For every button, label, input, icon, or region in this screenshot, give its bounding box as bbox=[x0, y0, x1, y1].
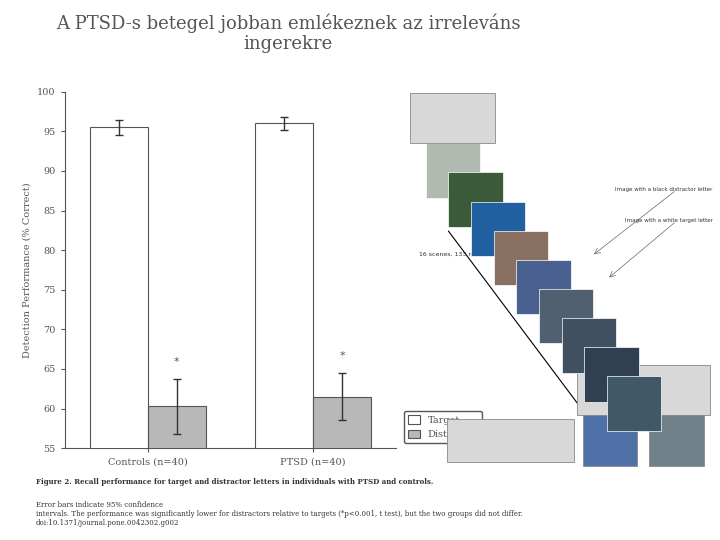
Bar bbox=[562, 318, 616, 373]
Bar bbox=[471, 201, 526, 256]
Y-axis label: Detection Performance (% Correct): Detection Performance (% Correct) bbox=[23, 182, 32, 358]
Text: +: + bbox=[426, 118, 435, 127]
Text: A or B?: A or B? bbox=[498, 449, 523, 454]
Bar bbox=[448, 172, 503, 227]
Text: Image with a black distractor letter: Image with a black distractor letter bbox=[616, 187, 713, 192]
Bar bbox=[313, 397, 372, 540]
Text: What was the target letter?: What was the target letter? bbox=[595, 380, 692, 385]
Legend: Target, Distractor: Target, Distractor bbox=[404, 411, 482, 443]
Text: 16 scenes, 133 ms/scene, 367 ms ISI: 16 scenes, 133 ms/scene, 367 ms ISI bbox=[420, 252, 536, 257]
Bar bbox=[426, 143, 480, 198]
Text: Error bars indicate 95% confidence
intervals. The performance was significantly : Error bars indicate 95% confidence inter… bbox=[36, 501, 523, 527]
Bar bbox=[410, 93, 495, 143]
Text: B: B bbox=[652, 419, 658, 428]
Bar bbox=[148, 406, 206, 540]
Bar bbox=[446, 419, 574, 462]
Bar bbox=[539, 289, 593, 343]
Bar bbox=[577, 365, 710, 415]
Text: A PTSD-s betegel jobban emlékeznek az irreleváns: A PTSD-s betegel jobban emlékeznek az ir… bbox=[55, 14, 521, 33]
Bar bbox=[256, 124, 313, 540]
Text: Figure 2. Recall performance for target and distractor letters in individuals wi: Figure 2. Recall performance for target … bbox=[36, 478, 433, 486]
Text: Fixation: active (500 ms): Fixation: active (500 ms) bbox=[416, 100, 494, 105]
Bar bbox=[89, 127, 148, 540]
Bar bbox=[582, 415, 637, 466]
Bar bbox=[607, 376, 662, 431]
Bar bbox=[516, 260, 571, 314]
Bar bbox=[649, 415, 703, 466]
Text: Image with a white target letter: Image with a white target letter bbox=[625, 219, 713, 224]
Bar bbox=[494, 231, 548, 285]
Bar bbox=[585, 347, 639, 402]
Text: *: * bbox=[339, 351, 345, 361]
Text: What was the distractor letter?: What was the distractor letter? bbox=[588, 400, 698, 405]
Text: ingerekre: ingerekre bbox=[243, 35, 333, 53]
Text: *: * bbox=[174, 356, 179, 367]
Text: Which scene was presented?: Which scene was presented? bbox=[459, 431, 561, 437]
Text: A: A bbox=[586, 419, 592, 428]
